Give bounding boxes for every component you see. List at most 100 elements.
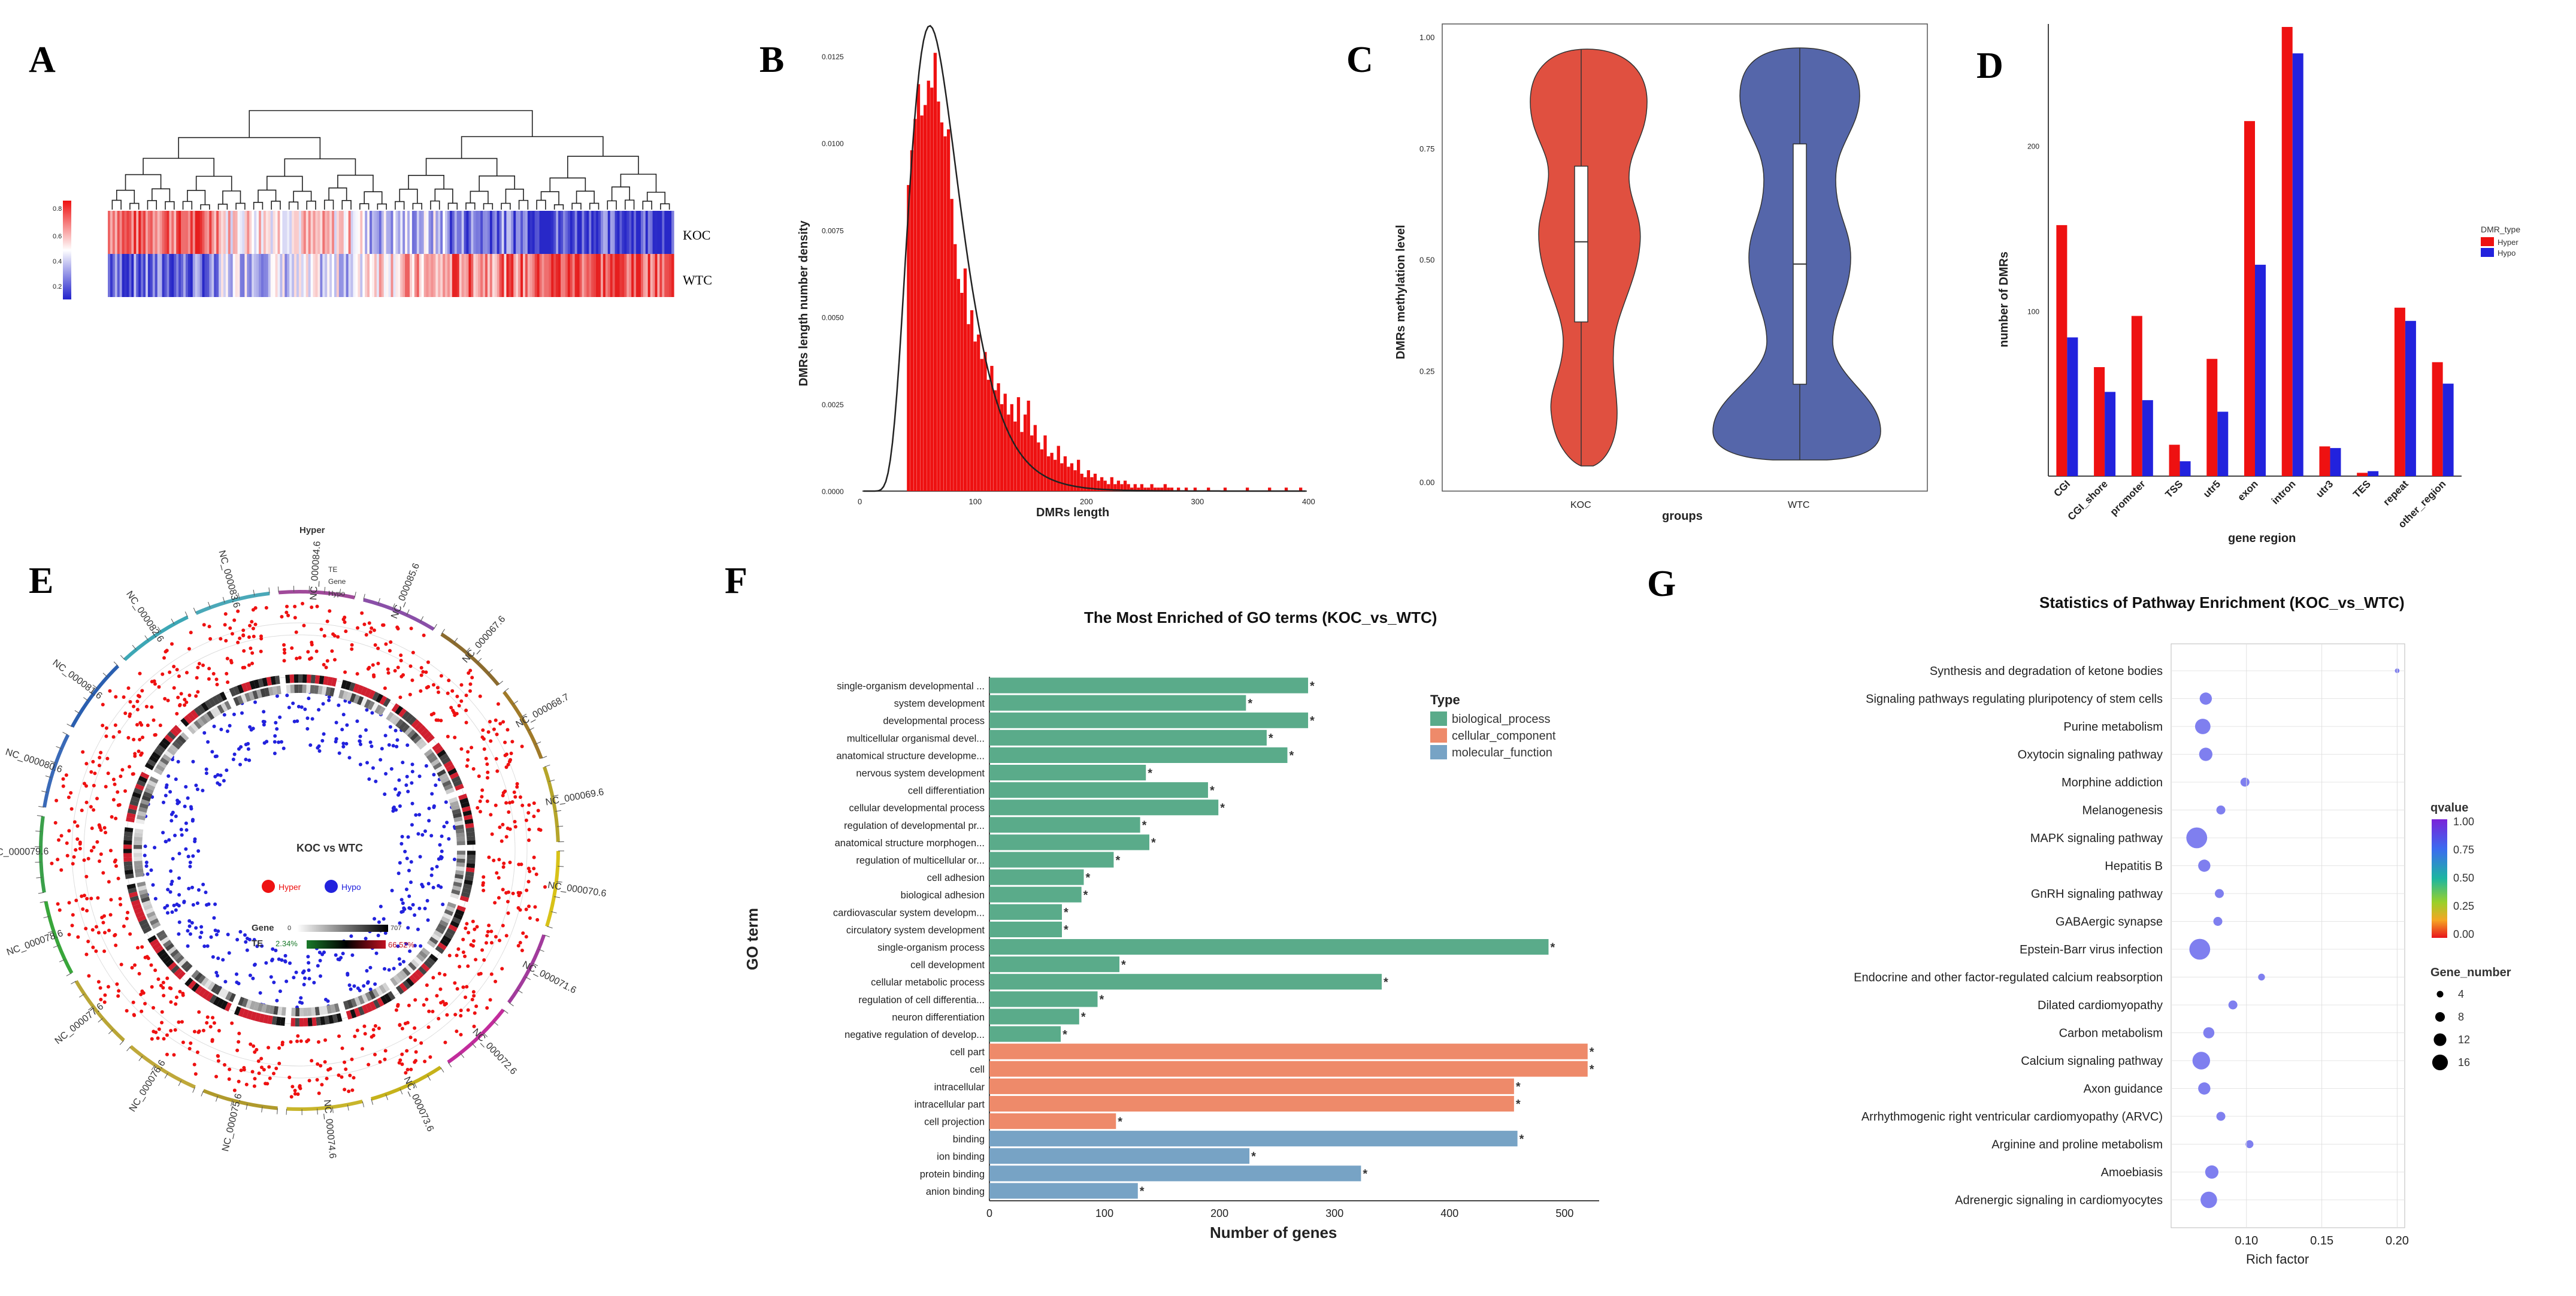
heatmap-cell-wtc bbox=[431, 254, 434, 297]
heatmap-cell-wtc bbox=[225, 254, 229, 297]
heatmap-cell-wtc bbox=[265, 254, 269, 297]
hypo-dot bbox=[383, 792, 387, 797]
heatmap-cell-koc bbox=[574, 211, 578, 254]
hypo-dot bbox=[399, 898, 404, 902]
te-segment bbox=[391, 703, 400, 713]
hyper-dot bbox=[344, 1067, 348, 1071]
hypo-dot bbox=[246, 747, 250, 751]
hyper-dot bbox=[424, 670, 428, 674]
hyper-dot bbox=[322, 662, 326, 667]
hypo-dot bbox=[191, 759, 195, 764]
chromosome-tick bbox=[119, 1040, 125, 1045]
x-tick: TES bbox=[2351, 478, 2373, 500]
hyper-dot bbox=[485, 799, 489, 803]
hypo-dot bbox=[337, 703, 341, 707]
histogram-bar bbox=[1100, 477, 1104, 491]
hypo-dot bbox=[416, 927, 420, 931]
hypo-dot bbox=[191, 903, 195, 907]
te-segment bbox=[373, 999, 381, 1009]
hyper-dot bbox=[364, 633, 368, 637]
gene-segment bbox=[137, 810, 147, 817]
te-segment bbox=[246, 1010, 253, 1020]
hyper-dot bbox=[527, 828, 531, 832]
histogram-bar bbox=[973, 341, 977, 491]
hyper-dot bbox=[508, 860, 512, 864]
hyper-dot bbox=[497, 876, 501, 880]
hyper-dot bbox=[192, 1062, 196, 1067]
x-tick: utr5 bbox=[2201, 478, 2223, 499]
gene-segment bbox=[196, 717, 205, 727]
hypo-dot bbox=[209, 935, 213, 939]
chromosome-label: NC_000075.6 bbox=[220, 1092, 244, 1152]
heatmap-cell-wtc bbox=[372, 254, 375, 297]
te-segment bbox=[324, 1015, 330, 1025]
hyper-dot bbox=[119, 962, 123, 967]
x-axis-label: DMRs length bbox=[1036, 506, 1109, 519]
hypo-dot bbox=[171, 856, 175, 861]
chromosome-tick bbox=[126, 1046, 131, 1052]
gene-segment bbox=[455, 866, 465, 871]
heatmap-cell-wtc bbox=[582, 254, 585, 297]
y-axis-label: DMRs methylation level bbox=[1394, 225, 1407, 359]
hyper-dot bbox=[501, 888, 505, 892]
te-segment bbox=[465, 827, 475, 833]
hyper-dot bbox=[241, 628, 246, 632]
heatmap-cell-wtc bbox=[655, 254, 658, 297]
hypo-dot bbox=[347, 756, 352, 760]
histogram-bar bbox=[970, 310, 974, 491]
hyper-dot bbox=[439, 674, 443, 678]
gene-segment bbox=[134, 868, 144, 874]
hypo-dot bbox=[365, 761, 370, 765]
hyper-dot bbox=[91, 759, 95, 764]
heatmap-cell-koc bbox=[579, 211, 583, 254]
te-segment bbox=[420, 963, 430, 972]
hyper-dot bbox=[152, 1006, 156, 1010]
hyper-dot bbox=[197, 1010, 201, 1014]
hyper-dot bbox=[298, 656, 302, 660]
heatmap-cell-wtc bbox=[659, 254, 662, 297]
hypo-dot bbox=[393, 728, 398, 732]
gene-segment bbox=[210, 708, 218, 718]
heatmap-cell-koc bbox=[435, 211, 438, 254]
hypo-dot bbox=[405, 856, 409, 861]
dendrogram-branch bbox=[447, 202, 458, 210]
te-segment bbox=[249, 680, 256, 690]
hyper-dot bbox=[157, 1027, 161, 1031]
hyper-dot bbox=[414, 1050, 418, 1054]
hypo-dot bbox=[243, 933, 247, 937]
hypo-dot bbox=[163, 906, 167, 910]
heatmap-cell-wtc bbox=[487, 254, 491, 297]
hyper-dot bbox=[465, 922, 469, 926]
go-bar bbox=[989, 782, 1208, 798]
hyper-dot bbox=[214, 677, 219, 682]
heatmap-cell-koc bbox=[426, 211, 429, 254]
hyper-dot bbox=[130, 965, 134, 970]
hyper-dot bbox=[118, 897, 122, 901]
hypo-dot bbox=[202, 731, 207, 735]
hyper-dot bbox=[82, 858, 86, 862]
heatmap-cell-wtc bbox=[367, 254, 370, 297]
hypo-dot bbox=[352, 984, 356, 988]
hyper-dot bbox=[396, 665, 400, 670]
hypo-dot bbox=[278, 989, 282, 994]
hyper-dot bbox=[80, 809, 84, 813]
heatmap-cell-wtc bbox=[544, 254, 547, 297]
significance-marker: * bbox=[1086, 871, 1091, 885]
hyper-dot bbox=[163, 697, 167, 701]
hypo-dot bbox=[374, 779, 378, 783]
hypo-dot bbox=[447, 837, 451, 841]
hyper-dot bbox=[360, 1047, 364, 1051]
hyper-dot bbox=[197, 662, 201, 666]
gene-segment bbox=[449, 801, 459, 807]
heatmap-cell-wtc bbox=[567, 254, 571, 297]
histogram-bar bbox=[1110, 477, 1113, 491]
go-bar bbox=[989, 869, 1084, 885]
go-bar bbox=[989, 886, 1082, 903]
te-segment bbox=[464, 819, 474, 825]
go-term-label: cell projection bbox=[924, 1116, 985, 1127]
gene-segment bbox=[423, 749, 434, 758]
gene-segment bbox=[190, 722, 199, 732]
hyper-dot bbox=[137, 749, 141, 753]
te-segment bbox=[463, 883, 473, 890]
heatmap-cell-wtc bbox=[449, 254, 453, 297]
